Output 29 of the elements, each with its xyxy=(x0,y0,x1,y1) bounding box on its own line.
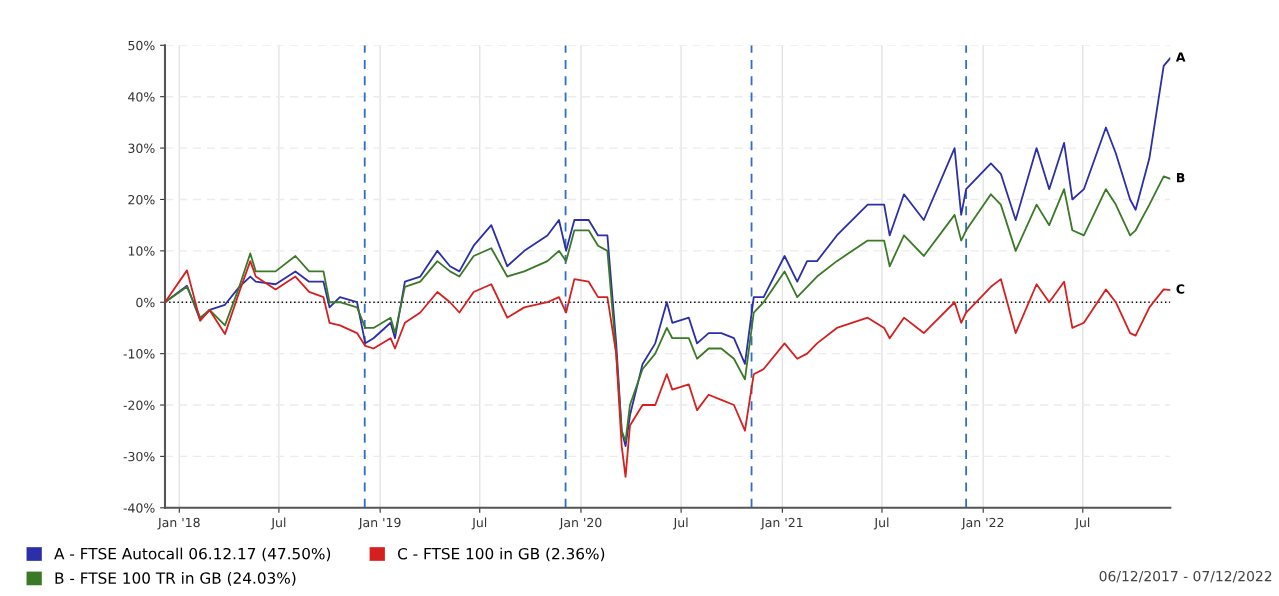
x-tick-label: Jul xyxy=(672,517,688,530)
x-tick-label: Jul xyxy=(471,517,487,530)
y-tick-label: 20% xyxy=(128,194,155,205)
x-tick-label: Jan '22 xyxy=(961,517,1004,530)
annotation: B xyxy=(1176,173,1185,183)
legend-label: A - FTSE Autocall 06.12.17 (47.50%) xyxy=(54,547,331,562)
y-tick-label: -10% xyxy=(123,349,155,359)
y-tick-label: 0% xyxy=(136,297,155,308)
legend-label: C - FTSE 100 in GB (2.36%) xyxy=(397,547,605,562)
annotation: C xyxy=(1176,284,1185,294)
x-tick-label: Jan '19 xyxy=(358,517,401,530)
y-tick-label: 30% xyxy=(128,143,155,153)
y-tick-label: -30% xyxy=(123,451,155,462)
x-tick-label: Jan '20 xyxy=(559,517,602,530)
x-tick-label: Jan '21 xyxy=(760,517,803,530)
y-tick-label: -40% xyxy=(123,503,155,513)
x-tick-label: Jan '18 xyxy=(157,517,200,530)
x-tick-label: Jul xyxy=(873,517,889,530)
line-series xyxy=(164,175,1171,442)
y-tick-label: 40% xyxy=(128,92,155,102)
y-tick-label: -20% xyxy=(123,400,155,410)
x-tick-label: Jul xyxy=(270,517,286,530)
x-tick-label: Jul xyxy=(1074,517,1090,530)
annotation: A xyxy=(1175,52,1186,62)
line-series xyxy=(164,260,1171,478)
text: 06/12/2017 - 07/12/2022 xyxy=(1099,570,1272,583)
y-tick-label: 50% xyxy=(128,40,155,51)
y-tick-label: 10% xyxy=(128,246,155,256)
legend-label: B - FTSE 100 TR in GB (24.03%) xyxy=(55,572,296,586)
